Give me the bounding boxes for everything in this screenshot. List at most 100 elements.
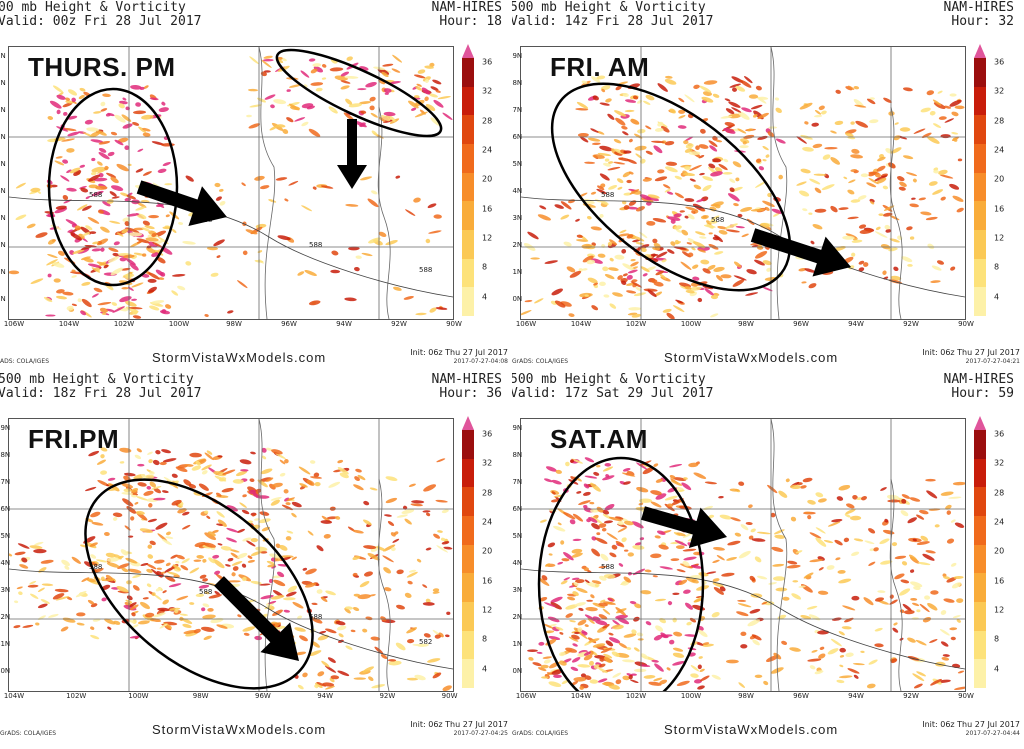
header-title: 500 mb Height & Vorticity xyxy=(512,0,706,15)
lon-tick-label: 104W xyxy=(58,320,80,328)
lat-tick-label: 9N xyxy=(0,52,6,60)
colorbar-segment xyxy=(974,630,986,660)
colorbar-segment xyxy=(974,516,986,546)
colorbar-tick-label: 8 xyxy=(482,634,488,644)
map-panel-4: 500 mb Height & Vorticity Valid: 17z Sat … xyxy=(512,372,1024,744)
colorbar-tick-label: 20 xyxy=(994,174,1005,184)
lat-tick-label: 3N xyxy=(0,214,6,222)
colorbar-tick-label: 16 xyxy=(482,576,493,586)
lat-tick-label: 48N xyxy=(0,451,11,459)
lat-tick-label: 44N xyxy=(512,559,523,567)
time-label: FRI. AM xyxy=(550,52,650,82)
header-model: NAM-HIRES xyxy=(431,372,502,387)
lat-tick-label: 0N xyxy=(0,295,6,303)
colorbar-segment xyxy=(974,573,986,603)
colorbar-segment xyxy=(974,115,986,145)
colorbar-tick-label: 4 xyxy=(482,664,488,674)
colorbar-segment xyxy=(462,201,474,231)
colorbar-tick-label: 8 xyxy=(482,262,488,272)
lon-tick-label: 98W xyxy=(738,320,754,328)
colorbar-segment xyxy=(974,144,986,174)
time-label: THURS. PM xyxy=(28,52,176,82)
colorbar-segment xyxy=(462,230,474,260)
lon-tick-label: 104W xyxy=(3,692,25,700)
contour-label: 588 xyxy=(601,191,614,199)
colorbar-segment xyxy=(974,172,986,202)
highlight-ellipse xyxy=(47,87,179,287)
state-borders xyxy=(521,47,965,319)
movement-arrow xyxy=(136,180,227,226)
colorbar xyxy=(974,416,986,689)
lon-tick-label: 100W xyxy=(128,692,149,700)
colorbar-segment xyxy=(462,144,474,174)
map-canvas: 588 588 588 582 xyxy=(9,419,453,691)
lat-tick-label: 45N xyxy=(0,532,11,540)
colorbar-segment xyxy=(974,458,986,488)
colorbar-segment xyxy=(462,258,474,288)
map-canvas: 588588588588 xyxy=(9,47,453,319)
contour-label: 588 xyxy=(199,588,212,596)
state-borders xyxy=(521,419,965,691)
colorbar-tick-label: 28 xyxy=(482,116,493,126)
init-time: Init: 06z Thu 27 Jul 2017 xyxy=(410,720,508,729)
site-credit: StormVistaWxModels.com xyxy=(152,722,327,737)
colorbar-tick-label: 16 xyxy=(994,204,1005,214)
vorticity-map: 588588588588 xyxy=(8,46,454,320)
lon-tick-label: 96W xyxy=(793,692,809,700)
lon-tick-label: 92W xyxy=(903,320,919,328)
colorbar-segment xyxy=(974,287,986,317)
colorbar-segment xyxy=(462,487,474,517)
lon-tick-label: 92W xyxy=(903,692,919,700)
header-hour: Hour: 18 xyxy=(439,14,502,29)
colorbar-tick-label: 20 xyxy=(482,174,493,184)
contour-label: 588 xyxy=(711,216,724,224)
lon-tick-label: 96W xyxy=(281,320,297,328)
lat-tick-label: 43N xyxy=(512,586,523,594)
lon-tick-label: 92W xyxy=(391,320,407,328)
lat-tick-label: 49N xyxy=(512,52,523,60)
lon-tick-label: 106W xyxy=(515,692,537,700)
colorbar-tick-label: 4 xyxy=(482,292,488,302)
height-contour xyxy=(521,568,965,670)
init-time: Init: 06z Thu 27 Jul 2017 xyxy=(922,348,1020,357)
lat-tick-label: 7N xyxy=(0,106,6,114)
colorbar-tick-label: 28 xyxy=(482,488,493,498)
highlight-ellipse xyxy=(275,48,443,138)
lon-tick-label: 102W xyxy=(625,692,647,700)
colorbar-tick-label: 28 xyxy=(994,488,1005,498)
lon-tick-label: 106W xyxy=(515,320,537,328)
colorbar-tip xyxy=(974,416,986,430)
colorbar-segment xyxy=(974,230,986,260)
colorbar-tip xyxy=(462,44,474,58)
header-model: NAM-HIRES xyxy=(943,0,1014,15)
lon-tick-label: 94W xyxy=(317,692,334,700)
colorbar-tick-label: 24 xyxy=(482,517,493,527)
lon-tick-label: 96W xyxy=(254,692,271,700)
colorbar-segment xyxy=(462,430,474,460)
source-note: GrADS: COLA/IGES xyxy=(512,730,569,737)
lat-tick-label: 41N xyxy=(512,268,523,276)
contour-label: 588 xyxy=(309,613,322,621)
header-title: 500 mb Height & Vorticity xyxy=(512,372,706,387)
colorbar-tick-label: 36 xyxy=(482,429,493,439)
lon-tick-label: 104W xyxy=(570,692,592,700)
lat-tick-label: 46N xyxy=(512,133,523,141)
colorbar-segment xyxy=(974,58,986,88)
vorticity-map: 588 588 xyxy=(520,46,966,320)
map-canvas: 588 xyxy=(521,419,965,691)
colorbar-tick-label: 24 xyxy=(994,145,1005,155)
lon-tick-label: 98W xyxy=(226,320,242,328)
lat-tick-label: 47N xyxy=(512,478,523,486)
time-label: FRI.PM xyxy=(28,424,120,454)
lat-tick-label: 8N xyxy=(0,79,6,87)
lon-tick-label: 102W xyxy=(625,320,647,328)
header-hour: Hour: 32 xyxy=(951,14,1014,29)
colorbar-tick-label: 36 xyxy=(482,57,493,67)
init-stamp: 2017-07-27-04:25 xyxy=(453,730,508,737)
highlight-ellipse xyxy=(537,456,705,691)
header-valid-time: Valid: 17z Sat 29 Jul 2017 xyxy=(512,386,714,401)
header-model: NAM-HIRES xyxy=(431,0,502,15)
colorbar-tick-label: 8 xyxy=(994,262,1000,272)
movement-arrow xyxy=(641,506,727,548)
highlight-ellipse xyxy=(550,82,792,292)
